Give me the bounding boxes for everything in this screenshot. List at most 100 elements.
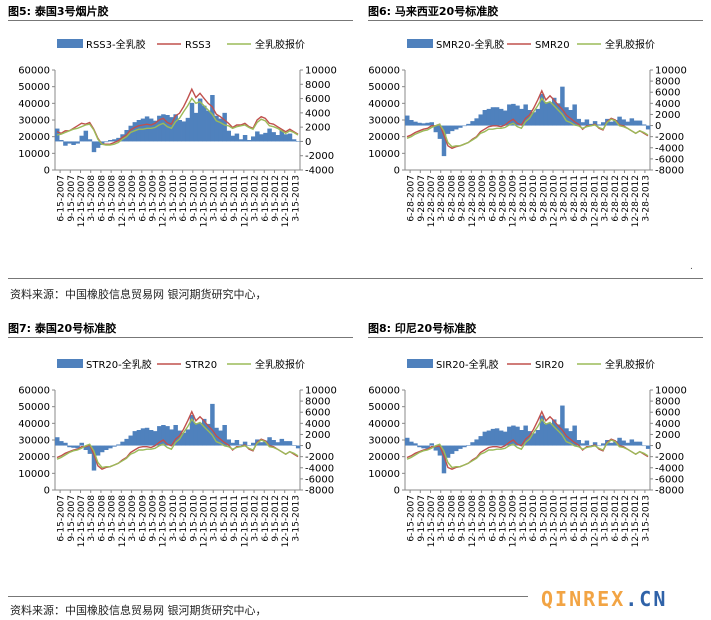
- x-axis-tick-label: 9-15-2009: [148, 175, 158, 222]
- spread-bar: [503, 110, 508, 126]
- x-axis-tick-label: 12-15-2012: [631, 495, 641, 547]
- spread-bar: [271, 440, 276, 446]
- legend-label-grade: SMR20: [535, 40, 570, 51]
- spread-bar: [535, 430, 541, 446]
- right-axis-tick-label: 6000: [305, 94, 330, 105]
- x-axis-tick-label: 12-15-2009: [159, 495, 169, 548]
- x-axis-tick-label: 12-15-2009: [509, 495, 519, 548]
- x-axis-tick-label: 12-15-2008: [118, 175, 128, 228]
- x-axis-tick-label: 12-28-2012: [631, 175, 641, 227]
- spread-bar: [503, 431, 508, 446]
- spread-bar: [576, 118, 581, 126]
- left-axis-tick-label: 30000: [368, 436, 400, 447]
- chart1-title-text: 泰国3号烟片胶: [34, 5, 109, 18]
- source-note-top: 资料来源：中国橡胶信息贸易网 银河期货研究中心，: [10, 288, 267, 301]
- x-axis-tick-label: 6-15-2008: [97, 495, 107, 542]
- left-axis-tick-label: 10000: [368, 149, 400, 160]
- spread-bar: [445, 125, 451, 134]
- chart-legend: STR20-全乳胶 STR20 全乳胶报价: [57, 358, 305, 371]
- title-underline: [368, 337, 703, 338]
- spread-bar: [206, 423, 211, 446]
- chart4-title-text: 印尼20号标准胶: [394, 322, 477, 335]
- x-axis-tick-label: 3-15-2012: [251, 495, 261, 542]
- spread-bar: [148, 430, 154, 446]
- spread-bar: [108, 140, 113, 142]
- x-axis-tick-label: 3-15-2010: [519, 495, 529, 542]
- spread-bar: [189, 102, 195, 142]
- spread-bar: [421, 123, 426, 126]
- spread-bar: [417, 445, 422, 448]
- spread-bar: [128, 435, 133, 446]
- left-axis-tick-label: 20000: [18, 452, 50, 463]
- latex-price-line: [56, 97, 299, 146]
- spread-bar: [405, 115, 410, 126]
- chart-legend: SMR20-全乳胶 SMR20 全乳胶报价: [407, 38, 655, 51]
- x-axis-tick-label: 6-15-2011: [220, 175, 230, 222]
- x-axis-tick-label: 3-15-2008: [87, 495, 97, 542]
- spread-bar: [601, 443, 606, 446]
- spread-bar: [580, 443, 586, 446]
- chart4-title: 图8: 印尼20号标准胶: [368, 320, 476, 336]
- right-axis-tick-label: 10000: [305, 66, 337, 77]
- spread-bar: [177, 120, 182, 142]
- x-axis-tick-label: 6-28-2009: [488, 175, 498, 222]
- left-axis-tick-label: 10000: [18, 469, 50, 480]
- x-axis-tick-label: 9-15-2012: [621, 495, 631, 542]
- spread-bar: [112, 445, 117, 447]
- spread-bar: [71, 445, 76, 448]
- spread-bar: [519, 108, 524, 126]
- spread-bar: [83, 130, 89, 142]
- right-axis-tick-label: -8000: [305, 486, 334, 497]
- spread-bar: [218, 118, 223, 142]
- spread-bar: [71, 141, 76, 145]
- left-axis-tick-label: 40000: [18, 419, 50, 430]
- x-axis-tick-label: 12-28-2009: [509, 175, 519, 228]
- spread-bar: [445, 445, 451, 458]
- spread-bar: [568, 431, 573, 446]
- spread-bar: [556, 424, 561, 446]
- spread-bar: [63, 141, 68, 146]
- right-axis-tick-label: -4000: [655, 463, 684, 474]
- left-axis-tick-label: 0: [44, 486, 50, 497]
- spread-bar: [87, 445, 93, 454]
- spread-bar: [230, 442, 236, 446]
- spread-bar: [263, 132, 268, 142]
- spread-bar: [173, 114, 178, 142]
- right-axis-tick-label: 6000: [655, 408, 680, 419]
- x-axis-tick-label: 9-15-2009: [498, 495, 508, 542]
- x-axis-tick-label: 3-15-2010: [169, 175, 179, 222]
- spread-bar: [539, 93, 545, 126]
- spread-bar: [535, 108, 541, 126]
- left-axis-tick-label: 40000: [18, 99, 50, 110]
- x-axis-tick-label: 3-15-2009: [478, 495, 488, 542]
- spread-bar: [140, 118, 146, 142]
- x-axis-tick-label: 6-15-2008: [447, 495, 457, 542]
- spread-bar: [478, 114, 483, 126]
- spread-bar: [267, 437, 272, 446]
- left-axis-tick-label: 50000: [368, 402, 400, 413]
- spread-bar: [458, 125, 463, 128]
- spread-bar: [629, 118, 635, 126]
- spread-bar: [197, 422, 203, 446]
- x-axis-tick-label: 9-15-2012: [271, 495, 281, 542]
- x-axis-tick-label: 6-15-2010: [179, 175, 189, 222]
- spread-bar: [478, 436, 483, 446]
- spread-bar: [441, 445, 447, 474]
- spread-bar: [112, 139, 117, 142]
- x-axis-tick-label: 12-15-2008: [468, 495, 478, 548]
- spread-bar: [63, 442, 68, 446]
- chart-smr20: SMR20-全乳胶 SMR20 全乳胶报价010000200003000040000…: [368, 38, 687, 228]
- x-axis-tick-label: 12-15-2011: [590, 495, 600, 547]
- x-axis-tick-label: 6-15-2012: [261, 175, 271, 222]
- spread-bar: [482, 110, 488, 126]
- right-axis-tick-label: 6000: [305, 408, 330, 419]
- x-axis-tick-label: 12-15-2007: [77, 175, 87, 227]
- spread-bar: [95, 445, 101, 456]
- right-axis-tick-label: -8000: [655, 166, 684, 177]
- spread-bar: [230, 135, 236, 142]
- x-axis-tick-label: 12-15-2010: [200, 495, 210, 548]
- x-axis-tick-label: 3-15-2011: [210, 175, 220, 222]
- spread-bar: [519, 430, 524, 446]
- right-axis-tick-label: 2000: [655, 110, 680, 121]
- title-underline: [8, 20, 353, 21]
